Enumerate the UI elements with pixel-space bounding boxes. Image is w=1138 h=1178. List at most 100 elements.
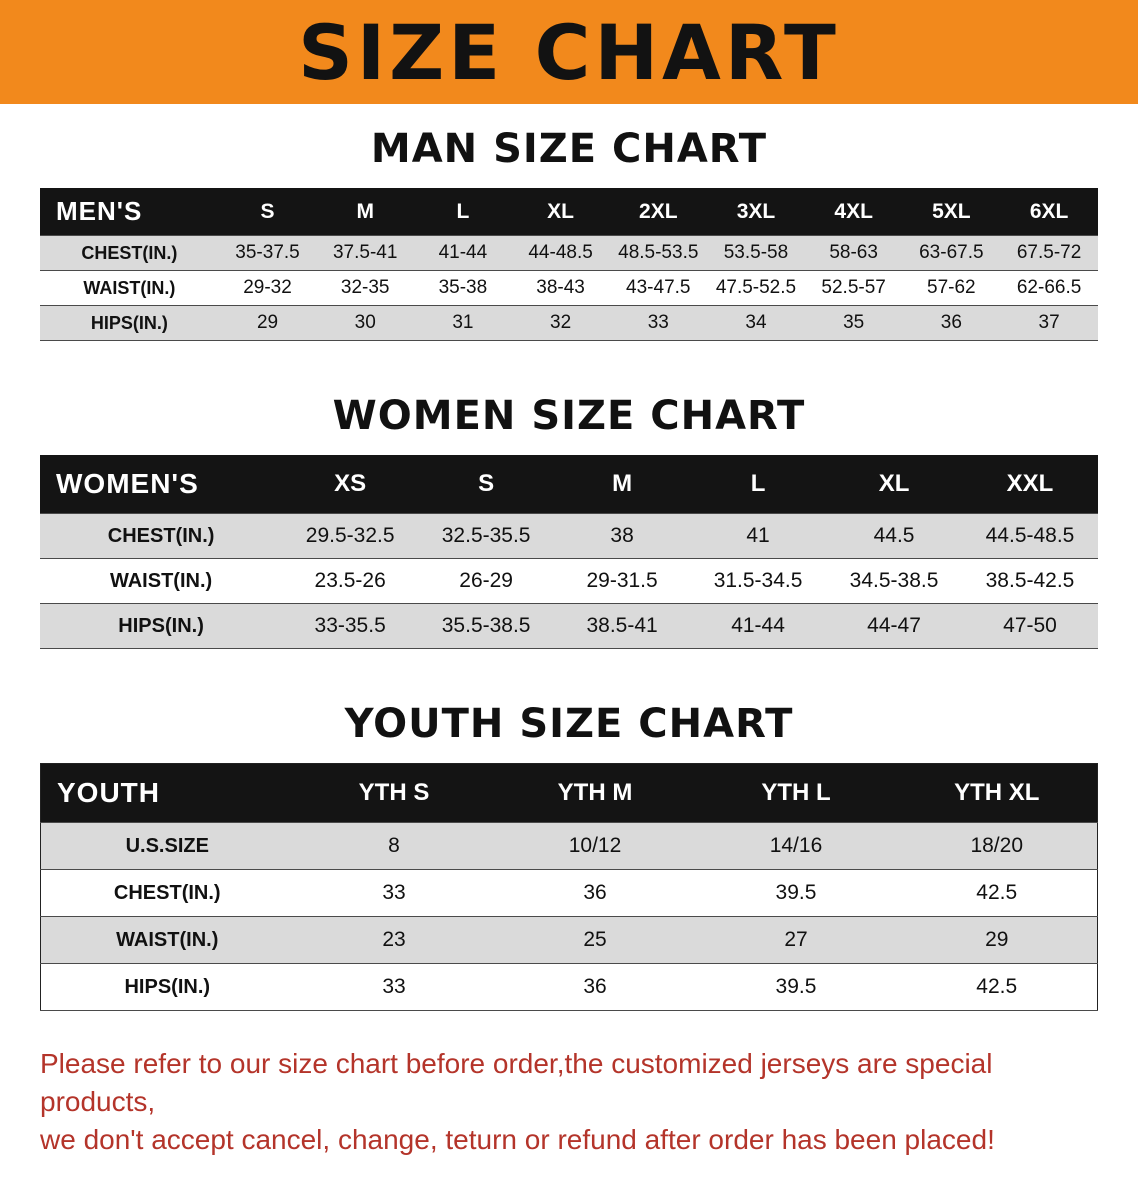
size-header-cell: XXL (962, 455, 1098, 514)
value-cell: 8 (388, 834, 400, 857)
value-cell: 29 (985, 928, 1009, 951)
value-cell: 52.5-57 (821, 277, 886, 298)
women-size-table: WOMEN'S XS S M L XL XXL CHEST(IN.) 29.5-32.5 32.5… (40, 455, 1098, 649)
table-row: CHEST(IN.) 33 36 39.5 42.5 (40, 869, 1098, 917)
header-row: WOMEN'S XS S M L XL XXL (40, 455, 1098, 514)
header-row: YOUTH YTH S YTH M YTH L YTH XL (40, 763, 1098, 823)
value-cell: 39.5 (775, 881, 817, 904)
value-cell: 63-67.5 (919, 242, 984, 263)
size-header-cell: L (414, 188, 512, 236)
header-row: MEN'S S M L XL 2XL 3XL 4XL 5XL 6XL (40, 188, 1098, 236)
size-header-cell: YTH XL (896, 763, 1098, 823)
value-cell: 44-48.5 (528, 242, 593, 263)
value-cell: 35-37.5 (235, 242, 300, 263)
value-cell: 38.5-41 (586, 614, 658, 637)
value-cell: 33 (647, 312, 669, 333)
row-label-cell: CHEST(IN.) (81, 242, 178, 263)
value-cell: 14/16 (769, 834, 823, 857)
size-header-cell: XS (282, 455, 419, 514)
row-label-cell: CHEST(IN.) (113, 881, 221, 904)
value-cell: 23.5-26 (314, 569, 386, 592)
value-cell: 36 (583, 881, 607, 904)
table-row: WAIST(IN.) 29-32 32-35 35-38 38-43 43-47.5 47.… (40, 270, 1098, 306)
value-cell: 36 (940, 312, 962, 333)
disclaimer-line-1: Please refer to our size chart before or… (40, 1048, 993, 1117)
size-header-cell: 2XL (609, 188, 708, 236)
men-size-table: MEN'S S M L XL 2XL 3XL 4XL 5XL 6XL CHEST(IN.) 35-37… (40, 188, 1098, 341)
row-label-cell: WAIST(IN.) (83, 277, 176, 298)
value-cell: 30 (354, 312, 376, 333)
row-label-cell: U.S.SIZE (125, 834, 209, 857)
size-header-cell: YTH M (494, 763, 696, 823)
row-label-cell: HIPS(IN.) (118, 614, 204, 637)
disclaimer-line-2: we don't accept cancel, change, teturn o… (40, 1123, 995, 1155)
row-label-cell: HIPS(IN.) (90, 312, 168, 333)
row-label-cell: CHEST(IN.) (107, 524, 215, 547)
size-header-cell: S (218, 188, 317, 236)
value-cell: 47-50 (1003, 614, 1057, 637)
banner: SIZE CHART (0, 0, 1138, 104)
size-header-cell: 6XL (1000, 188, 1098, 236)
row-label-cell: WAIST(IN.) (109, 569, 213, 592)
table-row: HIPS(IN.) 33-35.5 35.5-38.5 38.5-41 41-44 44-… (40, 603, 1098, 649)
size-header-cell: S (418, 455, 555, 514)
value-cell: 41 (746, 524, 770, 547)
table-row: CHEST(IN.) 35-37.5 37.5-41 41-44 44-48.5 48.5… (40, 235, 1098, 271)
value-cell: 39.5 (775, 975, 817, 998)
value-cell: 58-63 (829, 242, 878, 263)
value-cell: 44-47 (867, 614, 921, 637)
value-cell: 31.5-34.5 (713, 569, 803, 592)
value-cell: 18/20 (970, 834, 1024, 857)
value-cell: 29-31.5 (586, 569, 658, 592)
value-cell: 38-43 (536, 277, 585, 298)
size-header-cell: YTH L (695, 763, 897, 823)
value-cell: 35 (843, 312, 865, 333)
value-cell: 27 (784, 928, 808, 951)
value-cell: 41-44 (731, 614, 785, 637)
value-cell: 35.5-38.5 (441, 614, 531, 637)
value-cell: 29.5-32.5 (305, 524, 395, 547)
value-cell: 33 (382, 975, 406, 998)
size-header-cell: M (316, 188, 415, 236)
disclaimer-note: Please refer to our size chart before or… (40, 1045, 1098, 1158)
value-cell: 41-44 (438, 242, 488, 263)
value-cell: 26-29 (459, 569, 513, 592)
table-row: WAIST(IN.) 23 25 27 29 (40, 916, 1098, 964)
value-cell: 29-32 (243, 277, 292, 298)
size-header-cell: 4XL (804, 188, 903, 236)
value-cell: 42.5 (976, 881, 1018, 904)
page-title: SIZE CHART (298, 7, 840, 97)
value-cell: 33 (382, 881, 406, 904)
value-cell: 44.5-48.5 (985, 524, 1075, 547)
value-cell: 23 (382, 928, 406, 951)
row-label-cell: WAIST(IN.) (116, 928, 219, 951)
value-cell: 38 (610, 524, 634, 547)
youth-section-heading: YOUTH SIZE CHART (344, 701, 794, 747)
size-header-cell: 3XL (707, 188, 805, 236)
value-cell: 10/12 (568, 834, 622, 857)
women-size-section: WOMEN SIZE CHART WOMEN'S XS S M L XL XXL CHEST(… (0, 393, 1138, 649)
table-title-cell: WOMEN'S (40, 455, 283, 514)
value-cell: 44.5 (873, 524, 915, 547)
value-cell: 37 (1038, 312, 1060, 333)
women-section-heading: WOMEN SIZE CHART (332, 393, 806, 439)
value-cell: 32 (550, 312, 572, 333)
value-cell: 32.5-35.5 (441, 524, 531, 547)
value-cell: 67.5-72 (1016, 242, 1082, 263)
men-section-heading: MAN SIZE CHART (370, 126, 768, 172)
value-cell: 33-35.5 (314, 614, 386, 637)
youth-size-section: YOUTH SIZE CHART YOUTH YTH S YTH M YTH L YTH… (0, 701, 1138, 1011)
value-cell: 53.5-58 (723, 242, 789, 263)
size-header-cell: 5XL (902, 188, 1001, 236)
size-header-cell: L (690, 455, 827, 514)
size-header-cell: M (554, 455, 691, 514)
youth-size-table: YOUTH YTH S YTH M YTH L YTH XL U.S.SIZE 8 10/12… (40, 763, 1098, 1011)
value-cell: 25 (583, 928, 607, 951)
value-cell: 57-62 (927, 277, 976, 298)
value-cell: 35-38 (438, 277, 488, 298)
table-title-cell: YOUTH (40, 763, 294, 823)
men-size-section: MAN SIZE CHART MEN'S S M L XL 2XL 3XL 4XL 5XL 6XL… (0, 126, 1138, 341)
table-title-cell: MEN'S (40, 188, 219, 236)
size-header-cell: YTH S (293, 763, 495, 823)
